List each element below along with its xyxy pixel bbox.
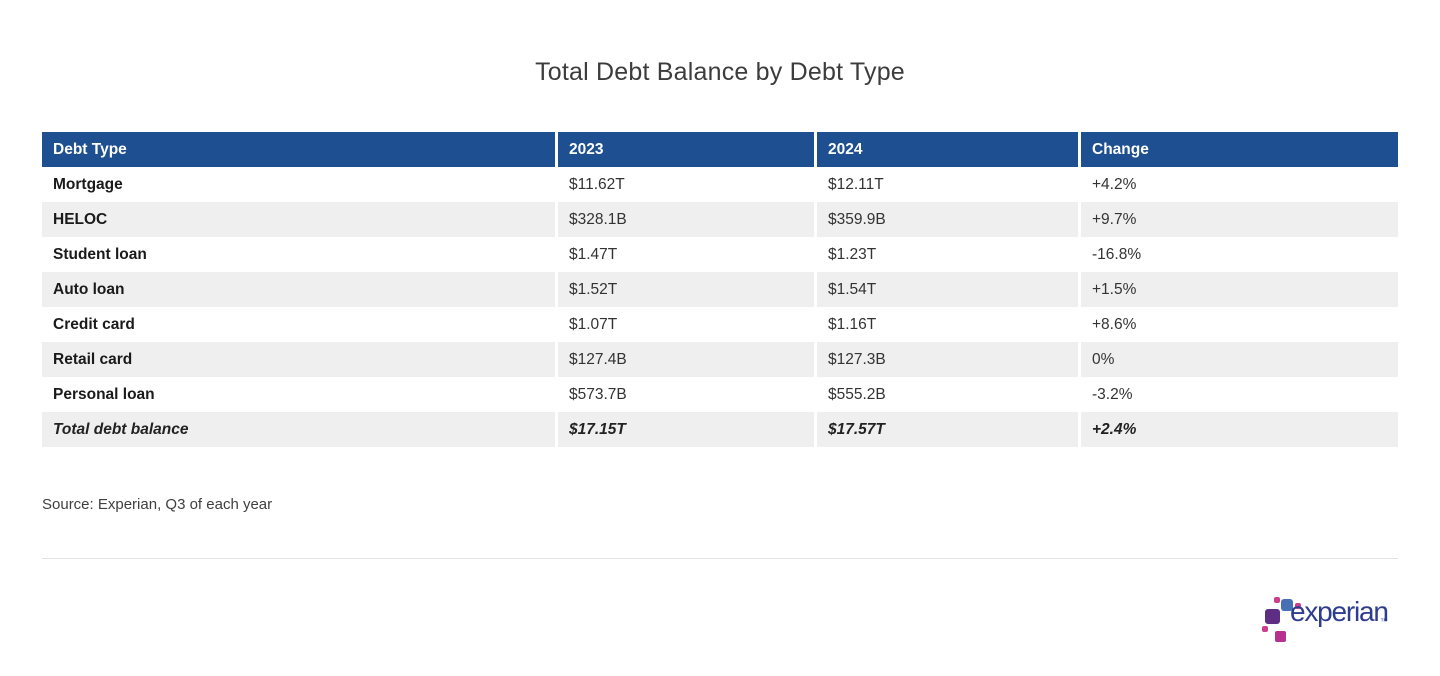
logo-square-purple-icon [1265,609,1280,624]
trademark-symbol: ™ [1380,617,1388,626]
row-label: Retail card [53,350,133,368]
row-label: Credit card [53,315,135,333]
value-2023: $1.52T [555,272,814,307]
value-2023: $328.1B [555,202,814,237]
value-change: +4.2% [1078,167,1398,202]
row-label: HELOC [53,210,108,228]
value-2024: $17.57T [814,412,1078,447]
value-2023: $1.47T [555,237,814,272]
table-row: Personal loan $573.7B $555.2B -3.2% [42,377,1398,412]
row-label: Personal loan [53,385,155,403]
value-2024: $127.3B [814,342,1078,377]
experian-wordmark: experian [1290,596,1389,627]
logo-square-blue-icon [1281,599,1293,611]
value-2023: $11.62T [555,167,814,202]
table-row: Retail card $127.4B $127.3B 0% [42,342,1398,377]
value-2024: $12.11T [814,167,1078,202]
table-row: Mortgage $11.62T $12.11T +4.2% [42,167,1398,202]
logo-square-magenta-small-top-icon [1274,597,1280,603]
debt-balance-table: Debt Type 2023 2024 Change Mortgage $11.… [42,132,1398,447]
value-2024: $1.54T [814,272,1078,307]
logo-square-magenta-small-right-icon [1295,603,1301,609]
page-title: Total Debt Balance by Debt Type [535,58,905,86]
column-header-change: Change [1078,132,1398,167]
table-header-row: Debt Type 2023 2024 Change [42,132,1398,167]
value-2024: $359.9B [814,202,1078,237]
value-2024: $555.2B [814,377,1078,412]
value-change: -3.2% [1078,377,1398,412]
value-change: -16.8% [1078,237,1398,272]
table-row: Student loan $1.47T $1.23T -16.8% [42,237,1398,272]
logo-square-magenta-small-left-icon [1262,626,1268,632]
value-change: +1.5% [1078,272,1398,307]
source-note: Source: Experian, Q3 of each year [42,496,273,513]
row-label: Auto loan [53,280,125,298]
value-2023: $1.07T [555,307,814,342]
value-change: +8.6% [1078,307,1398,342]
value-2023: $127.4B [555,342,814,377]
table-row-total: Total debt balance $17.15T $17.57T +2.4% [42,412,1398,447]
column-header-2024: 2024 [814,132,1078,167]
logo-square-magenta-bottom-icon [1275,631,1286,642]
value-2023: $573.7B [555,377,814,412]
table-row: Auto loan $1.52T $1.54T +1.5% [42,272,1398,307]
column-header-2023: 2023 [555,132,814,167]
table-row: Credit card $1.07T $1.16T +8.6% [42,307,1398,342]
experian-logo: experian ™ [1258,592,1403,646]
value-2024: $1.16T [814,307,1078,342]
value-change: +9.7% [1078,202,1398,237]
row-label: Total debt balance [53,420,189,438]
row-label: Student loan [53,245,147,263]
footer-divider [42,558,1398,559]
table-row: HELOC $328.1B $359.9B +9.7% [42,202,1398,237]
value-change: +2.4% [1078,412,1398,447]
column-header-debt-type: Debt Type [53,140,127,158]
value-2024: $1.23T [814,237,1078,272]
row-label: Mortgage [53,175,123,193]
value-2023: $17.15T [555,412,814,447]
value-change: 0% [1078,342,1398,377]
